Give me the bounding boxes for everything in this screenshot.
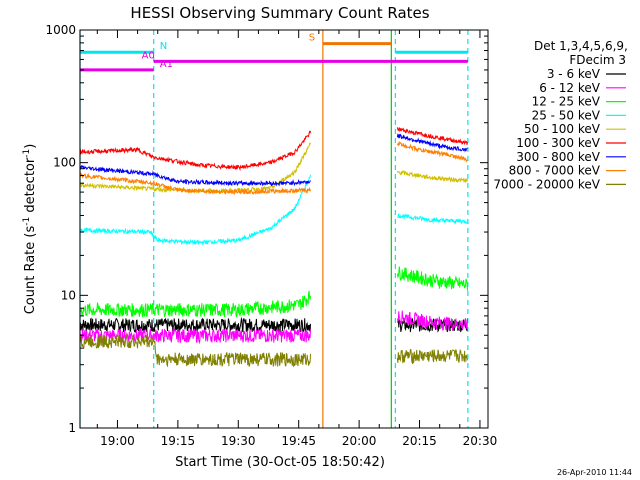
legend-label-50-100-kev: 50 - 100 keV xyxy=(524,122,601,136)
series-25-50-kev-segment-1 xyxy=(79,174,311,246)
x-tick-label-2015: 20:15 xyxy=(402,434,437,448)
series-25-50-kev-segment-2 xyxy=(397,213,468,225)
series-6-12-kev-segment-1 xyxy=(79,327,311,345)
chart-title: HESSI Observing Summary Count Rates xyxy=(130,4,429,22)
legend-label-3-6-kev: 3 - 6 keV xyxy=(547,67,601,81)
legend-header-fdecim: FDecim 3 xyxy=(569,53,626,67)
legend-label-800-7000-kev: 800 - 7000 keV xyxy=(509,164,601,178)
y-axis-label: Count Rate (s-1 detector-1) xyxy=(22,144,38,315)
data-layer: N A0 A1 S xyxy=(79,30,469,428)
plot-frame xyxy=(79,29,489,429)
x-tick-label-2000: 20:00 xyxy=(342,434,377,448)
y-tick-label-1000: 1000 xyxy=(45,23,76,37)
series-50-100-kev-segment-1 xyxy=(79,142,311,195)
series-800-7000-kev-segment-1 xyxy=(79,172,311,196)
series-800-7000-kev-segment-2 xyxy=(396,140,468,163)
x-tick-label-1900: 19:00 xyxy=(100,434,135,448)
series-7000-20000-kev-segment-2 xyxy=(396,348,468,365)
flag-label-n: N xyxy=(160,41,167,52)
flag-label-a0: A0 xyxy=(142,50,155,61)
legend-label-12-25-kev: 12 - 25 keV xyxy=(532,95,601,109)
x-axis-label: Start Time (30-Oct-05 18:50:42) xyxy=(175,455,385,470)
flag-label-s: S xyxy=(309,33,315,44)
timestamp: 26-Apr-2010 11:44 xyxy=(557,468,632,477)
series-12-25-kev-segment-1 xyxy=(79,290,311,318)
series-100-300-kev-segment-1 xyxy=(79,130,311,172)
y-tick-label-10: 10 xyxy=(61,288,76,302)
y-tick-label-100: 100 xyxy=(53,156,76,170)
legend-label-25-50-kev: 25 - 50 keV xyxy=(532,108,601,122)
series-3-6-kev-segment-1 xyxy=(79,316,311,334)
legend-label-100-300-kev: 100 - 300 keV xyxy=(516,136,600,150)
legend-label-6-12-kev: 6 - 12 keV xyxy=(539,81,601,95)
x-tick-label-1915: 19:15 xyxy=(161,434,196,448)
series-100-300-kev-segment-2 xyxy=(396,127,468,146)
series-50-100-kev-segment-2 xyxy=(396,169,468,184)
series-12-25-kev-segment-2 xyxy=(396,266,468,291)
x-tick-label-1945: 19:45 xyxy=(281,434,316,448)
series-7000-20000-kev-segment-1 xyxy=(79,334,311,368)
x-tick-label-2030: 20:30 xyxy=(463,434,498,448)
series-300-800-kev-segment-2 xyxy=(396,133,468,153)
flag-label-a1: A1 xyxy=(160,59,173,70)
series-300-800-kev-segment-1 xyxy=(79,164,311,187)
series-6-12-kev-segment-2 xyxy=(396,310,468,331)
legend-label-300-800-kev: 300 - 800 keV xyxy=(516,150,600,164)
y-tick-label-1: 1 xyxy=(68,421,76,435)
axes-layer: 19:00 19:15 19:30 19:45 20:00 20:15 20:30 1 10 10… xyxy=(45,23,497,448)
legend-label-7000-20000-kev: 7000 - 20000 keV xyxy=(493,177,600,191)
x-tick-label-1930: 19:30 xyxy=(221,434,256,448)
legend-header-detectors: Det 1,3,4,5,6,9, xyxy=(534,39,628,53)
